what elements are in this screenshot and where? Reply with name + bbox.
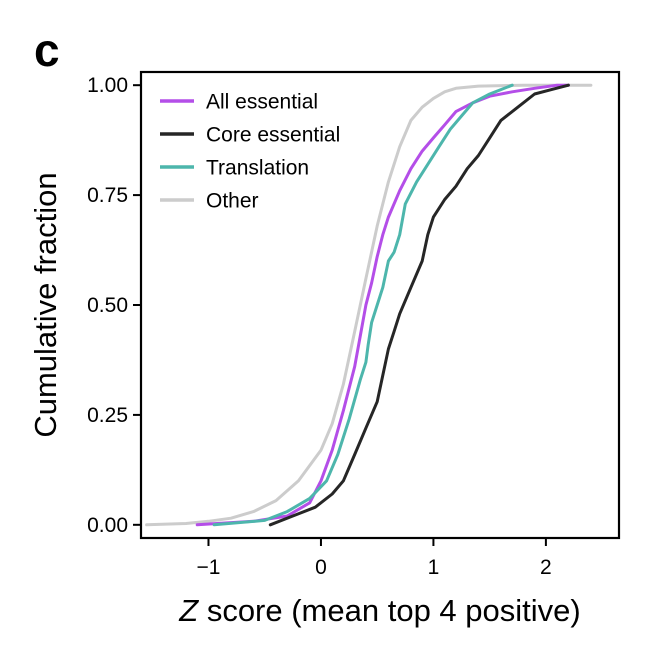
series-line-all-essential [195,83,570,527]
y-axis-ticks: 0.00 0.25 0.50 0.75 1.00 [87,74,141,537]
legend-label: Core essential [206,124,340,147]
legend-label: All essential [206,91,318,114]
legend-item-translation: Translation [160,157,309,180]
series-line-translation [212,83,514,527]
y-tick-label: 1.00 [87,74,128,97]
legend-label: Translation [206,157,309,180]
series-line-core-essential [268,83,570,527]
y-tick-label: 0.25 [87,404,128,427]
x-axis-title: Z score (mean top 4 positive) [178,593,580,628]
x-tick-label: 2 [540,556,552,579]
y-axis-title: Cumulative fraction [28,172,63,437]
x-axis-title-italic: Z [178,593,199,628]
x-axis-title-rest: score (mean top 4 positive) [198,593,581,628]
x-tick-label: −1 [197,556,221,579]
legend-item-other: Other [160,190,259,213]
x-tick-label: 0 [315,556,327,579]
legend: All essential Core essential Translation Ot… [160,91,340,213]
legend-item-core-essential: Core essential [160,124,340,147]
y-tick-label: 0.00 [87,514,128,537]
series-line-other [145,83,593,527]
x-tick-label: 1 [428,556,440,579]
legend-item-all-essential: All essential [160,91,318,114]
panel-label: c [34,24,60,76]
legend-label: Other [206,190,259,213]
y-tick-label: 0.50 [87,294,128,317]
y-tick-label: 0.75 [87,184,128,207]
series-layer [145,83,593,527]
x-axis-ticks: −1 0 1 2 [197,538,552,579]
